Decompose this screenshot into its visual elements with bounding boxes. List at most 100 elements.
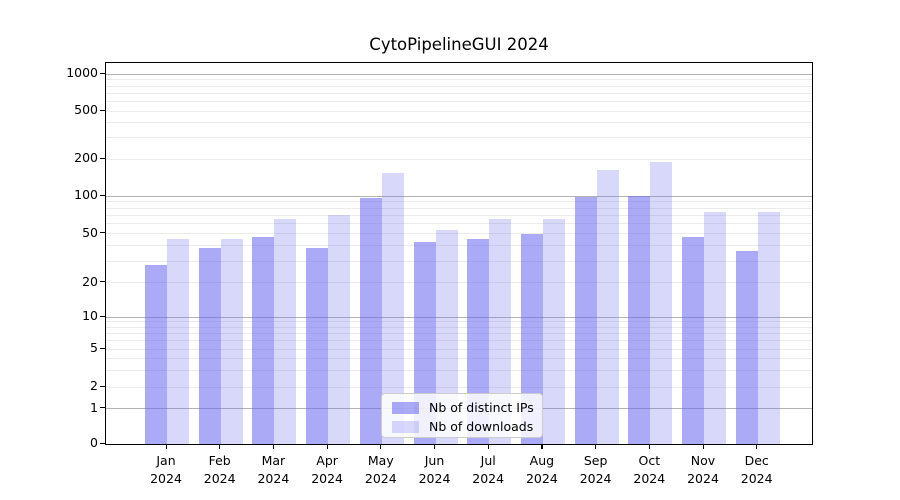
legend: Nb of distinct IPs Nb of downloads xyxy=(381,393,543,438)
gridline-minor xyxy=(106,245,812,247)
bar-distinct-ips-aug xyxy=(520,233,543,444)
gridline-minor xyxy=(106,282,812,284)
x-tick-label: Nov 2024 xyxy=(687,453,719,486)
y-tick-mark xyxy=(100,385,105,387)
y-tick-label: 200 xyxy=(74,150,98,166)
y-tick-label: 1000 xyxy=(66,65,98,81)
legend-swatch-downloads xyxy=(392,420,419,433)
x-tick-label: Aug 2024 xyxy=(525,453,558,486)
x-tick-mark xyxy=(648,444,650,449)
gridline-major xyxy=(106,73,812,75)
bar-downloads-dec xyxy=(757,211,780,444)
bar-downloads-mar xyxy=(274,218,297,444)
y-tick-label: 50 xyxy=(82,224,98,240)
gridline-minor xyxy=(106,158,812,160)
bar-distinct-ips-mar xyxy=(252,237,275,444)
x-tick-label: Jul 2024 xyxy=(472,453,505,486)
x-tick-mark xyxy=(165,444,167,449)
bar-downloads-nov xyxy=(704,211,726,444)
y-tick-mark xyxy=(100,442,105,444)
gridline-minor xyxy=(106,357,812,359)
y-tick-mark xyxy=(100,281,105,283)
bar-distinct-ips-dec xyxy=(735,251,758,444)
plot-area: Nb of distinct IPs Nb of downloads xyxy=(105,62,813,445)
gridline-minor xyxy=(106,207,812,209)
y-tick-label: 2 xyxy=(90,378,98,393)
bar-downloads-sep xyxy=(596,169,619,444)
gridline-minor xyxy=(106,386,812,388)
y-tick-mark xyxy=(100,347,105,349)
x-tick-label: May 2024 xyxy=(364,453,397,486)
x-tick-mark xyxy=(756,444,758,449)
gridline-minor xyxy=(106,321,812,323)
bar-downloads-may xyxy=(381,172,404,444)
x-tick-label: Sep 2024 xyxy=(579,453,612,486)
y-tick-label: 10 xyxy=(82,308,98,323)
y-tick-mark xyxy=(100,407,105,409)
y-tick-label: 5 xyxy=(90,340,98,356)
x-tick-label: Apr 2024 xyxy=(311,453,343,486)
legend-label-downloads: Nb of downloads xyxy=(429,419,534,434)
bar-downloads-jul xyxy=(489,219,512,444)
y-tick-mark xyxy=(100,315,105,317)
y-tick-label: 20 xyxy=(82,273,98,289)
bar-downloads-aug xyxy=(542,218,565,444)
y-tick-mark xyxy=(100,72,105,74)
gridline-minor xyxy=(106,340,812,342)
bar-downloads-oct xyxy=(650,162,673,444)
gridline-minor xyxy=(106,137,812,139)
gridline-minor xyxy=(106,214,812,216)
bar-downloads-jan xyxy=(167,239,189,444)
gridline-minor xyxy=(106,223,812,225)
chart-title: CytoPipelineGUI 2024 xyxy=(369,35,549,54)
gridline-minor xyxy=(106,333,812,335)
bar-downloads-feb xyxy=(220,239,243,444)
y-tick-mark xyxy=(100,232,105,234)
y-tick-mark xyxy=(100,194,105,196)
x-tick-mark xyxy=(326,444,328,449)
x-tick-label: Dec 2024 xyxy=(740,453,773,486)
x-tick-mark xyxy=(595,444,597,449)
x-tick-label: Jan 2024 xyxy=(150,453,182,486)
gridline-minor xyxy=(106,100,812,102)
gridline-minor xyxy=(106,85,812,87)
y-tick-mark xyxy=(100,109,105,111)
x-tick-label: Mar 2024 xyxy=(257,453,290,486)
x-tick-mark xyxy=(380,444,382,449)
gridline-major xyxy=(106,316,812,318)
gridline-minor xyxy=(106,369,812,371)
bar-distinct-ips-may xyxy=(359,198,382,444)
x-tick-mark xyxy=(487,444,489,449)
y-tick-label: 0 xyxy=(90,435,98,450)
gridline-minor xyxy=(106,201,812,203)
y-tick-label: 1 xyxy=(90,399,98,415)
bar-distinct-ips-oct xyxy=(628,196,651,444)
x-tick-mark xyxy=(272,444,275,449)
gridline-minor xyxy=(106,348,812,350)
bar-distinct-ips-jan xyxy=(145,264,167,444)
bar-distinct-ips-feb xyxy=(198,248,221,444)
y-tick-mark xyxy=(100,157,105,159)
bar-distinct-ips-jul xyxy=(467,239,490,444)
x-tick-label: Feb 2024 xyxy=(203,453,236,486)
gridline-minor xyxy=(106,92,812,94)
bar-distinct-ips-apr xyxy=(306,248,329,444)
legend-row-downloads: Nb of downloads xyxy=(382,417,542,436)
gridline-minor xyxy=(106,260,812,262)
gridline-major xyxy=(106,195,812,197)
bar-distinct-ips-nov xyxy=(682,237,704,444)
x-tick-mark xyxy=(702,444,704,449)
x-tick-mark xyxy=(219,444,221,449)
legend-label-distinct-ips: Nb of distinct IPs xyxy=(429,400,534,415)
x-tick-mark xyxy=(541,444,543,449)
gridline-minor xyxy=(106,110,812,112)
gridline-minor xyxy=(106,122,812,124)
legend-row-distinct-ips: Nb of distinct IPs xyxy=(382,398,542,417)
y-tick-label: 500 xyxy=(74,102,98,117)
x-tick-mark xyxy=(434,444,436,449)
bar-downloads-apr xyxy=(328,215,351,444)
bar-downloads-jun xyxy=(435,229,458,444)
bar-distinct-ips-sep xyxy=(574,197,597,444)
gridline-minor xyxy=(106,79,812,81)
